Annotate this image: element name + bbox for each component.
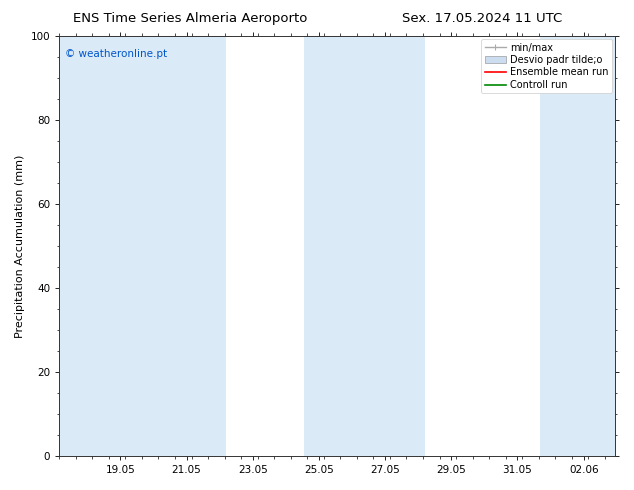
Text: Sex. 17.05.2024 11 UTC: Sex. 17.05.2024 11 UTC xyxy=(402,12,562,25)
Text: © weatheronline.pt: © weatheronline.pt xyxy=(65,49,167,59)
Bar xyxy=(143,36,226,456)
Y-axis label: Precipitation Accumulation (mm): Precipitation Accumulation (mm) xyxy=(15,154,25,338)
Bar xyxy=(342,36,425,456)
Bar xyxy=(540,36,615,456)
Legend: min/max, Desvio padr tilde;o, Ensemble mean run, Controll run: min/max, Desvio padr tilde;o, Ensemble m… xyxy=(481,39,612,93)
Text: ENS Time Series Almeria Aeroporto: ENS Time Series Almeria Aeroporto xyxy=(73,12,307,25)
Bar xyxy=(304,36,358,456)
Bar xyxy=(59,36,164,456)
